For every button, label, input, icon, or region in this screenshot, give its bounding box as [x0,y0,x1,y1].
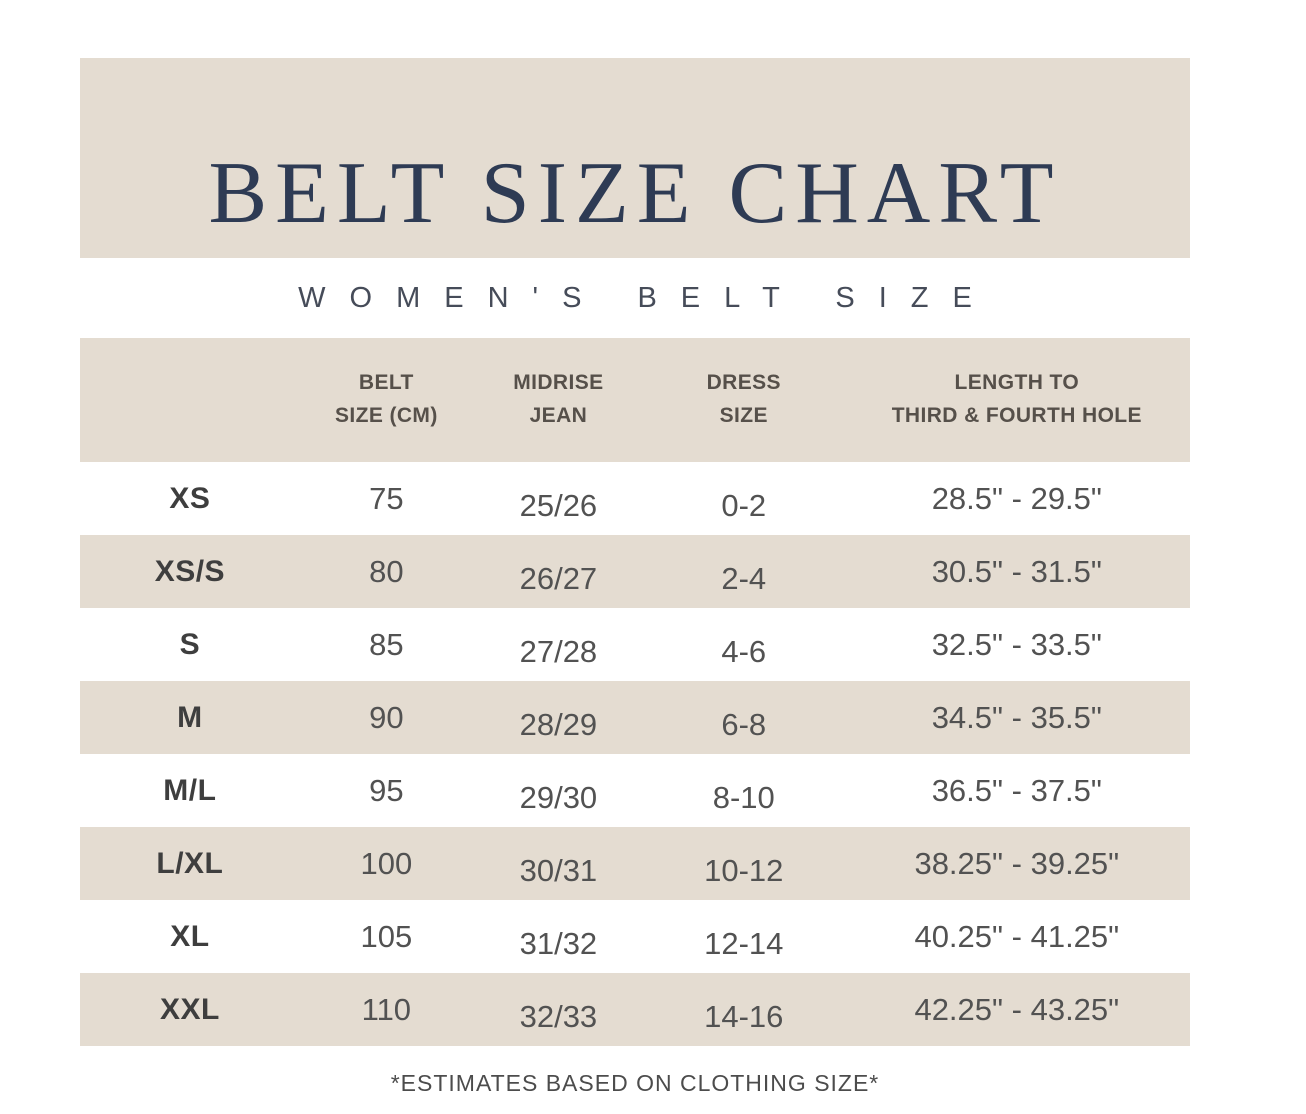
length-cell: 28.5" - 29.5" [931,480,1102,516]
belt-cm-cell: 100 [360,845,413,881]
size-label-cell: XS [169,481,211,515]
table-row: XL 105 31/32 12-14 40.25" - 41.25" [80,900,1190,973]
size-label-cell: L/XL [156,846,224,880]
page-title: BELT SIZE CHART [208,145,1062,242]
size-table: BELT SIZE (CM) MIDRISE JEAN DRESS SIZE L… [80,338,1190,1046]
page-subtitle: WOMEN'S BELT SIZE [298,281,996,314]
midrise-jean-cell: 31/32 [519,925,598,961]
table-row: XXL 110 32/33 14-16 42.25" - 43.25" [80,973,1190,1046]
belt-cm-cell: 105 [360,918,413,954]
midrise-jean-cell: 29/30 [519,779,598,815]
size-label-cell: M [177,700,203,734]
table-row: L/XL 100 30/31 10-12 38.25" - 39.25" [80,827,1190,900]
length-cell: 34.5" - 35.5" [931,699,1102,735]
table-row: S 85 27/28 4-6 32.5" - 33.5" [80,608,1190,681]
length-cell: 36.5" - 37.5" [931,772,1102,808]
column-header-size [80,338,300,462]
size-label-cell: XL [170,919,210,953]
midrise-jean-cell: 26/27 [519,560,598,596]
table-row: XS 75 25/26 0-2 28.5" - 29.5" [80,462,1190,535]
length-cell: 30.5" - 31.5" [931,553,1102,589]
footnote: *ESTIMATES BASED ON CLOTHING SIZE* [390,1070,880,1096]
column-header-belt-cm: BELT SIZE (CM) [334,371,438,427]
title-banner: BELT SIZE CHART [80,58,1190,258]
table-row: XS/S 80 26/27 2-4 30.5" - 31.5" [80,535,1190,608]
size-label-cell: XXL [159,992,220,1026]
length-cell: 38.25" - 39.25" [914,845,1120,881]
table-header-row: BELT SIZE (CM) MIDRISE JEAN DRESS SIZE L… [80,338,1190,462]
belt-cm-cell: 90 [369,699,404,735]
length-cell: 42.25" - 43.25" [914,991,1120,1027]
size-label-cell: XS/S [154,554,226,588]
midrise-jean-cell: 25/26 [519,487,598,523]
midrise-jean-cell: 27/28 [519,633,598,669]
table-row: M 90 28/29 6-8 34.5" - 35.5" [80,681,1190,754]
dress-size-cell: 10-12 [704,852,784,888]
belt-cm-cell: 95 [369,772,404,808]
midrise-jean-cell: 28/29 [519,706,598,742]
column-header-midrise-jean: MIDRISE JEAN [513,371,604,427]
length-cell: 40.25" - 41.25" [914,918,1120,954]
length-cell: 32.5" - 33.5" [931,626,1102,662]
dress-size-cell: 6-8 [721,706,767,742]
belt-cm-cell: 75 [369,480,404,516]
belt-cm-cell: 85 [369,626,404,662]
midrise-jean-cell: 30/31 [519,852,598,888]
dress-size-cell: 14-16 [704,998,784,1034]
belt-cm-cell: 110 [361,991,412,1027]
dress-size-cell: 4-6 [721,633,767,669]
column-header-length: LENGTH TO THIRD & FOURTH HOLE [891,371,1142,427]
size-label-cell: S [179,627,201,661]
size-label-cell: M/L [163,773,217,807]
dress-size-cell: 8-10 [712,779,775,815]
belt-cm-cell: 80 [369,553,404,589]
dress-size-cell: 2-4 [721,560,767,596]
dress-size-cell: 0-2 [721,487,767,523]
table-row: M/L 95 29/30 8-10 36.5" - 37.5" [80,754,1190,827]
midrise-jean-cell: 32/33 [519,998,598,1034]
dress-size-cell: 12-14 [704,925,784,961]
column-header-dress-size: DRESS SIZE [706,371,781,427]
